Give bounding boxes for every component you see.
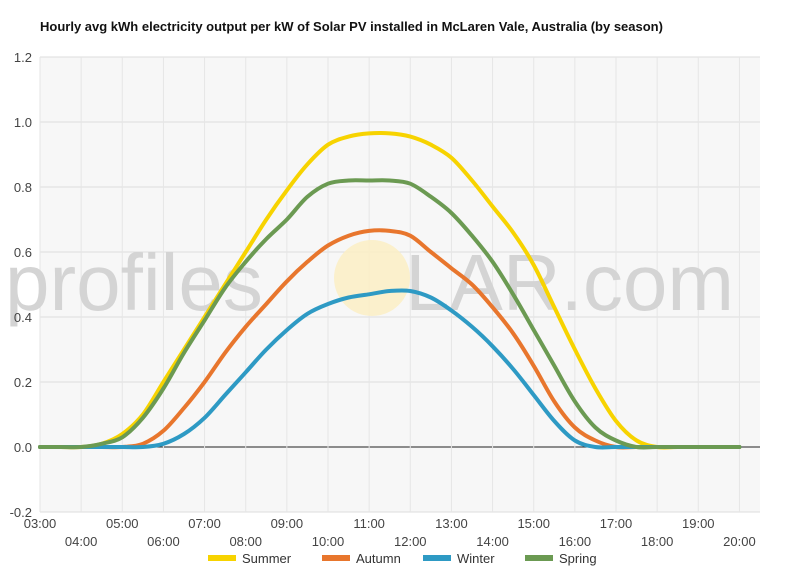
x-tick-label: 08:00: [229, 534, 262, 549]
y-axis: -0.2 0.0 0.2 0.4 0.6 0.8 1.0 1.2: [10, 50, 32, 520]
y-tick-label: 0.8: [14, 180, 32, 195]
x-tick-label: 17:00: [600, 516, 633, 531]
x-tick-label: 03:00: [24, 516, 57, 531]
watermark: profiles LAR.com: [5, 238, 734, 327]
legend-label-summer: Summer: [242, 551, 292, 566]
watermark-sun: [334, 240, 410, 316]
x-tick-label: 10:00: [312, 534, 345, 549]
y-tick-label: 0.4: [14, 310, 32, 325]
x-tick-label: 11:00: [353, 516, 385, 531]
x-tick-label: 05:00: [106, 516, 139, 531]
x-tick-label: 13:00: [435, 516, 468, 531]
series-line-spring: [38, 178, 742, 450]
x-tick-label: 12:00: [394, 534, 427, 549]
x-tick-label: 09:00: [271, 516, 304, 531]
series-lines: [38, 130, 742, 450]
x-tick-label: 14:00: [476, 534, 509, 549]
series-line-winter: [38, 288, 742, 450]
y-tick-label: 1.0: [14, 115, 32, 130]
watermark-text-left: profiles: [5, 238, 263, 327]
y-tick-label: -0.2: [10, 505, 32, 520]
legend-label-winter: Winter: [457, 551, 495, 566]
x-tick-label: 16:00: [559, 534, 592, 549]
legend: Summer Autumn Winter Spring: [208, 551, 597, 566]
x-tick-label: 18:00: [641, 534, 674, 549]
series-line-summer: [38, 130, 742, 450]
watermark-text-right: LAR.com: [405, 238, 734, 327]
x-axis: 03:00 05:00 07:00 09:00 11:00 13:00 15:00 17:00…: [24, 516, 756, 549]
y-tick-label: 0.6: [14, 245, 32, 260]
chart-title: Hourly avg kWh electricity output per kW…: [40, 19, 663, 34]
x-tick-label: 20:00: [723, 534, 756, 549]
x-tick-label: 07:00: [188, 516, 221, 531]
x-tick-label: 19:00: [682, 516, 715, 531]
y-tick-label: 1.2: [14, 50, 32, 65]
y-tick-label: 0.2: [14, 375, 32, 390]
x-tick-label: 06:00: [147, 534, 180, 549]
legend-label-spring: Spring: [559, 551, 597, 566]
legend-label-autumn: Autumn: [356, 551, 401, 566]
x-tick-label: 04:00: [65, 534, 98, 549]
y-tick-label: 0.0: [14, 440, 32, 455]
x-tick-label: 15:00: [517, 516, 550, 531]
